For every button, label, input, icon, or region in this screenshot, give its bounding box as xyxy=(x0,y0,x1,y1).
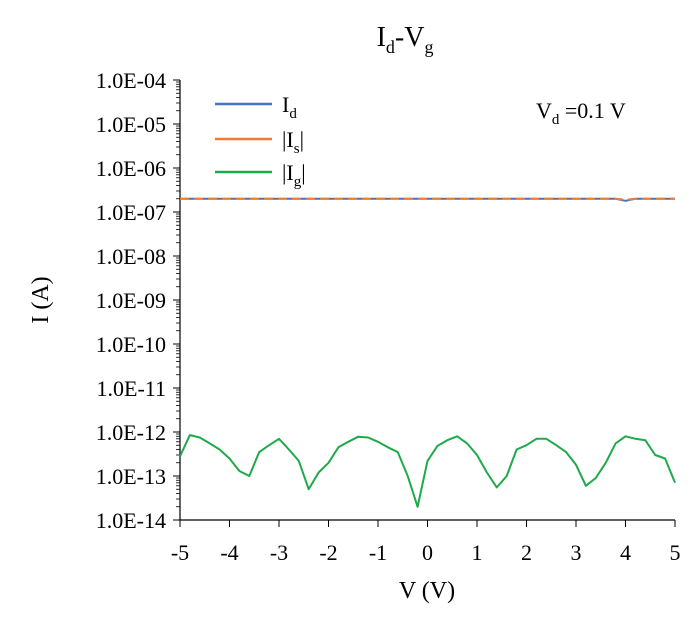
y-tick-label: 1.0E-13 xyxy=(96,464,166,489)
x-axis-title: V (V) xyxy=(399,578,455,604)
vd-annotation: Vd =0.1 V xyxy=(536,98,626,128)
series-line-ig xyxy=(179,434,676,508)
y-tick-label: 1.0E-10 xyxy=(96,332,166,357)
vd-annotation-rest: =0.1 V xyxy=(559,98,626,123)
series-line-is xyxy=(180,197,675,201)
y-tick-label: 1.0E-09 xyxy=(96,288,166,313)
y-tick-label: 1.0E-08 xyxy=(96,244,166,269)
x-tick-label: -1 xyxy=(369,540,387,565)
legend-ig-pre: |I xyxy=(282,160,294,185)
legend-is-post: | xyxy=(300,127,304,152)
y-axis-ticks: 1.0E-04 1.0E-05 1.0E-06 1.0E-07 1.0E-08 1.0E-… xyxy=(96,68,180,533)
legend-is-sub: s xyxy=(294,141,300,157)
chart-title-sub2: g xyxy=(424,37,433,57)
legend-label-ig: |Ig| xyxy=(282,160,306,190)
series-layer xyxy=(179,197,676,508)
x-tick-label: -3 xyxy=(270,540,288,565)
legend-id-sub: d xyxy=(289,106,297,122)
legend-label-is: |Is| xyxy=(282,127,304,157)
legend-label-id: Id xyxy=(282,92,297,122)
legend-ig-post: | xyxy=(301,160,305,185)
x-tick-label: 0 xyxy=(422,540,433,565)
y-tick-label: 1.0E-05 xyxy=(96,112,166,137)
chart-title: Id-Vg xyxy=(377,22,434,57)
x-tick-label: 3 xyxy=(571,540,582,565)
legend-ig-sub: g xyxy=(294,174,302,190)
x-tick-label: -4 xyxy=(220,540,238,565)
vd-annotation-main: V xyxy=(536,98,552,123)
y-tick-label: 1.0E-12 xyxy=(96,420,166,445)
x-tick-label: 4 xyxy=(620,540,631,565)
y-tick-label: 1.0E-07 xyxy=(96,200,166,225)
chart-title-main: I xyxy=(377,22,386,53)
chart-title-sub1: d xyxy=(386,37,395,57)
legend: Id |Is| |Ig| xyxy=(215,92,306,190)
legend-id-pre: I xyxy=(282,92,289,117)
y-tick-label: 1.0E-11 xyxy=(97,376,166,401)
chart-title-mid: -V xyxy=(395,22,425,53)
x-tick-label: -2 xyxy=(319,540,337,565)
y-tick-label: 1.0E-14 xyxy=(96,508,166,533)
y-axis-title: I (A) xyxy=(28,276,54,323)
x-tick-label: 2 xyxy=(521,540,532,565)
y-tick-label: 1.0E-06 xyxy=(96,156,166,181)
legend-is-pre: |I xyxy=(282,127,294,152)
plot-area xyxy=(179,80,675,521)
y-tick-label: 1.0E-04 xyxy=(96,68,166,93)
x-tick-label: -5 xyxy=(171,540,189,565)
x-axis-ticks: -5 -4 -3 -2 -1 0 1 2 3 4 5 xyxy=(171,520,681,565)
x-tick-label: 1 xyxy=(472,540,483,565)
x-tick-label: 5 xyxy=(670,540,681,565)
vd-annotation-sub: d xyxy=(552,112,560,128)
